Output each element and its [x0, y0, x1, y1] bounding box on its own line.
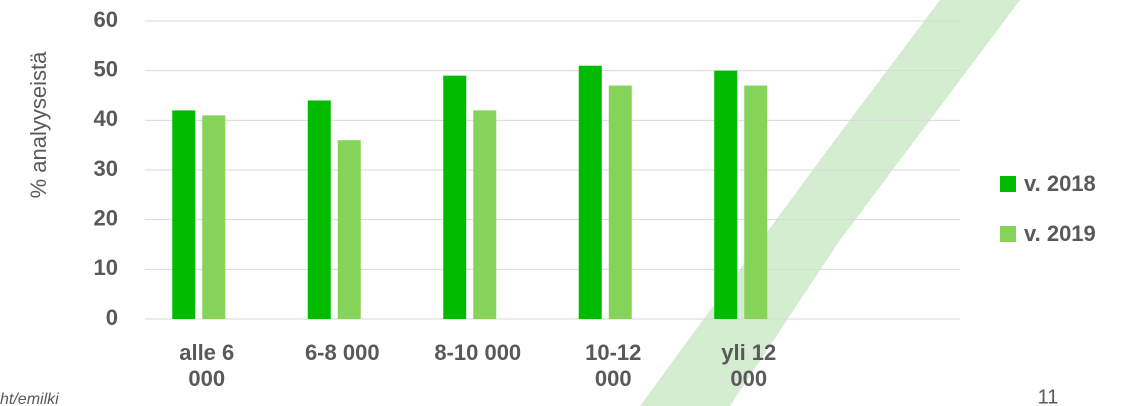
- bar: [202, 115, 226, 319]
- y-tick-label: 40: [94, 106, 118, 131]
- y-tick-label: 50: [94, 56, 118, 81]
- bar: [307, 100, 331, 319]
- y-tick-label: 20: [94, 205, 118, 230]
- bar: [608, 85, 632, 319]
- y-tick-label: 30: [94, 156, 118, 181]
- page-number: 11: [1038, 386, 1059, 406]
- legend-label: v. 2019: [1024, 221, 1096, 246]
- x-tick-label: 6-8 000: [304, 340, 380, 365]
- x-tick-label: 10-12 000: [585, 340, 642, 391]
- y-tick-label: 0: [106, 305, 118, 330]
- legend-swatch: [1000, 226, 1016, 242]
- legend-swatch: [1000, 176, 1016, 192]
- x-tick-label: alle 6 000: [179, 340, 235, 391]
- bar: [337, 140, 361, 319]
- y-tick-label: 60: [94, 7, 118, 32]
- legend-label: v. 2018: [1024, 171, 1096, 196]
- y-tick-label: 10: [94, 255, 118, 280]
- bar: [473, 110, 497, 320]
- bar: [714, 70, 738, 320]
- bar: [443, 75, 467, 319]
- bar: [744, 85, 768, 319]
- footer-source: ht/emilki: [0, 391, 59, 406]
- bar: [172, 110, 196, 320]
- y-axis-label: % analyyseistä: [26, 51, 51, 199]
- bar: [578, 65, 602, 319]
- x-tick-label: yli 12 000: [721, 340, 777, 391]
- x-tick-label: 8-10 000: [434, 340, 522, 365]
